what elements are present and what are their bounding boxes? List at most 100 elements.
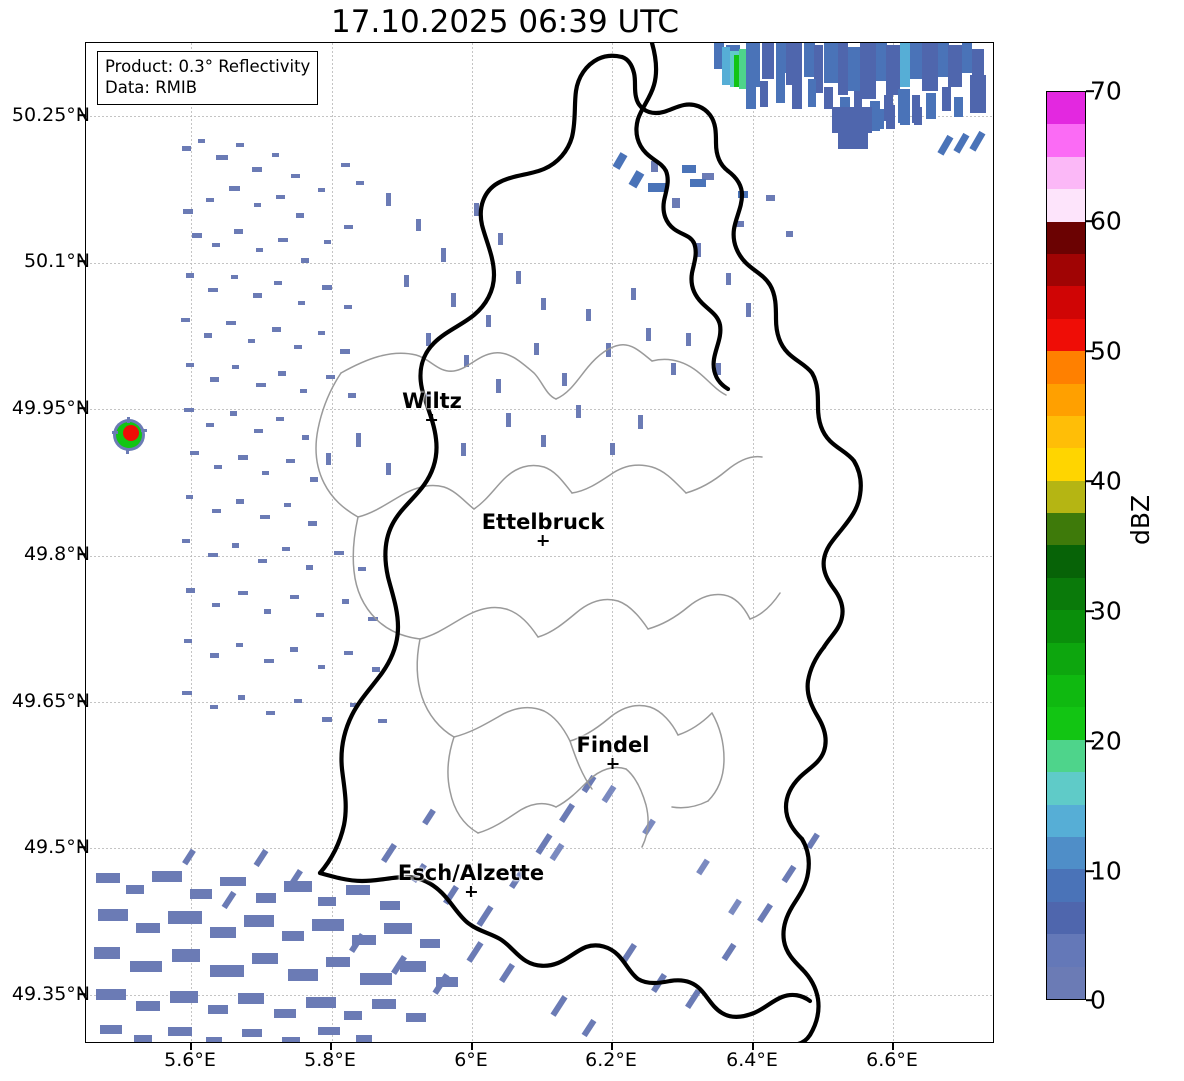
gridline-vertical <box>612 43 614 1042</box>
map-plot-area[interactable]: Product: 0.3° Reflectivity Data: RMIB Wi… <box>85 42 994 1043</box>
x-tick-label: 5.6°E <box>164 1049 216 1071</box>
product-info-box: Product: 0.3° Reflectivity Data: RMIB <box>97 51 319 105</box>
city-label-wiltz: Wiltz <box>402 389 462 425</box>
gridline-horizontal <box>86 262 993 264</box>
y-tick-mark <box>78 993 85 995</box>
gridline-vertical <box>471 43 473 1042</box>
city-marker-cross <box>537 535 549 546</box>
y-tick-label: 49.65°N <box>11 690 90 712</box>
colorbar-band <box>1047 966 1085 999</box>
colorbar-axis-label: dBZ <box>1126 494 1155 545</box>
colorbar-tick-label: 10 <box>1090 856 1122 886</box>
national-border-layer <box>317 43 863 1042</box>
colorbar-tick-mark <box>1086 90 1094 92</box>
colorbar-band <box>1047 156 1085 190</box>
y-tick-mark <box>78 700 85 702</box>
city-label-findel: Findel <box>576 733 650 769</box>
x-tick-label: 6.2°E <box>585 1049 637 1071</box>
y-tick-label: 49.95°N <box>11 397 90 419</box>
gridline-horizontal <box>86 555 993 557</box>
city-name: Ettelbruck <box>481 510 605 534</box>
colorbar-tick-label: 20 <box>1090 726 1122 756</box>
y-tick-label: 50.25°N <box>11 104 90 126</box>
colorbar-band <box>1047 318 1085 352</box>
city-label-esch-alzette: Esch/Alzette <box>398 861 544 897</box>
colorbar-band <box>1047 934 1085 967</box>
colorbar-band <box>1047 869 1085 902</box>
colorbar-band <box>1047 707 1085 740</box>
colorbar-band <box>1047 221 1085 254</box>
colorbar-band <box>1047 836 1085 870</box>
colorbar-band <box>1047 92 1085 125</box>
y-tick-mark <box>78 407 85 409</box>
product-line: Product: 0.3° Reflectivity <box>105 57 311 76</box>
colorbar-tick-mark <box>1086 350 1094 352</box>
admin-boundary-layer <box>315 344 781 848</box>
colorbar-tick-mark <box>1086 610 1094 612</box>
gridline-horizontal <box>86 702 993 703</box>
x-tick-label: 6.6°E <box>866 1049 918 1071</box>
gridline-vertical <box>191 43 193 1042</box>
x-tick-label: 6°E <box>454 1049 488 1071</box>
y-tick-label: 49.8°N <box>23 543 90 565</box>
radar-site-echo <box>112 417 147 454</box>
colorbar-tick-label: 40 <box>1090 466 1122 496</box>
x-tick-label: 5.8°E <box>304 1049 356 1071</box>
y-tick-mark <box>78 553 85 555</box>
gridline-vertical <box>752 43 754 1042</box>
y-tick-mark <box>78 260 85 262</box>
colorbar-band <box>1047 448 1085 481</box>
city-name: Findel <box>576 733 650 757</box>
colorbar-tick-mark <box>1086 870 1094 872</box>
data-line: Data: RMIB <box>105 78 198 98</box>
gridline-vertical <box>893 43 895 1042</box>
city-marker-cross <box>465 886 477 897</box>
colorbar-tick-mark <box>1086 740 1094 742</box>
colorbar-band <box>1047 351 1085 384</box>
x-tick-mark <box>611 1043 613 1050</box>
city-name: Esch/Alzette <box>397 861 545 885</box>
colorbar-band <box>1047 901 1085 935</box>
colorbar-tick-label: 0 <box>1090 985 1106 1015</box>
city-marker-cross <box>607 758 619 769</box>
colorbar-band <box>1047 383 1085 416</box>
gridline-horizontal <box>86 116 993 118</box>
colorbar-tick-label: 70 <box>1090 76 1122 106</box>
colorbar-tick-mark <box>1086 999 1094 1001</box>
colorbar-band <box>1047 577 1085 611</box>
y-tick-mark <box>78 114 85 116</box>
x-tick-mark <box>471 1043 473 1050</box>
colorbar-tick-mark <box>1086 220 1094 222</box>
colorbar <box>1046 91 1086 1000</box>
colorbar-band <box>1047 675 1085 708</box>
colorbar-band <box>1047 739 1085 773</box>
gridline-horizontal <box>86 994 993 996</box>
x-tick-mark <box>892 1043 894 1050</box>
gridline-vertical <box>331 43 333 1042</box>
map-canvas <box>86 43 993 1042</box>
colorbar-band <box>1047 286 1085 319</box>
colorbar-band <box>1047 189 1085 222</box>
gridline-horizontal <box>86 409 993 411</box>
colorbar-band <box>1047 253 1085 287</box>
colorbar-band <box>1047 772 1085 805</box>
colorbar-tick-mark <box>1086 480 1094 482</box>
x-tick-mark <box>190 1043 192 1050</box>
y-tick-mark <box>78 846 85 848</box>
radar-echo-layer <box>94 43 986 1042</box>
colorbar-band <box>1047 642 1085 676</box>
colorbar-band <box>1047 545 1085 578</box>
x-tick-label: 6.4°E <box>726 1049 778 1071</box>
colorbar-band <box>1047 804 1085 837</box>
colorbar-tick-label: 60 <box>1090 206 1122 236</box>
city-label-ettelbruck: Ettelbruck <box>481 510 605 546</box>
colorbar-band <box>1047 610 1085 643</box>
colorbar-band <box>1047 415 1085 449</box>
y-tick-label: 49.35°N <box>11 983 90 1005</box>
x-tick-mark <box>752 1043 754 1050</box>
colorbar-tick-label: 30 <box>1090 596 1122 626</box>
colorbar-band <box>1047 124 1085 157</box>
page-title: 17.10.2025 06:39 UTC <box>331 4 679 40</box>
colorbar-band <box>1047 513 1085 546</box>
